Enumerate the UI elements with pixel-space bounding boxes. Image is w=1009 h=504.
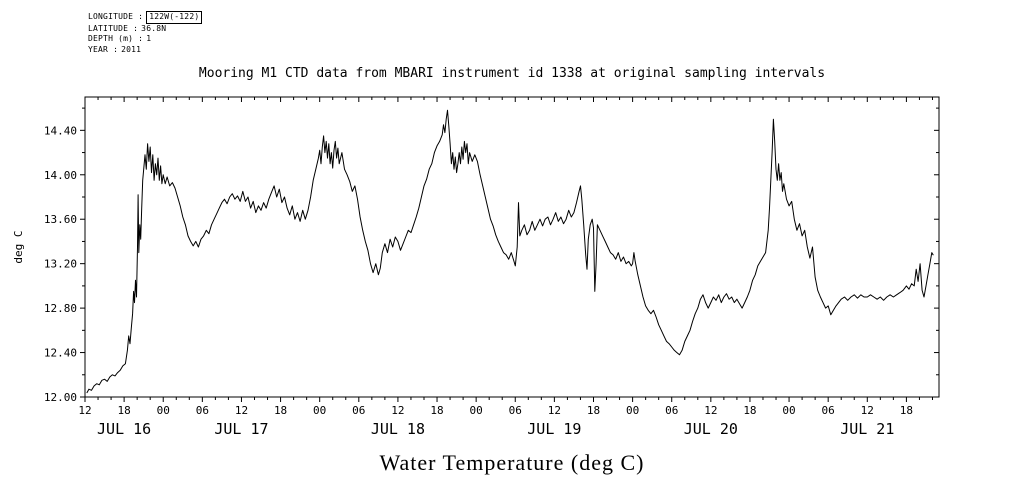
meta-longitude-value: 122W(-122) <box>146 11 203 24</box>
x-tick-label: 06 <box>352 404 365 417</box>
x-tick-label: 18 <box>430 404 443 417</box>
x-tick-label: 00 <box>470 404 483 417</box>
x-tick-label: 00 <box>782 404 795 417</box>
y-tick-label: 12.80 <box>44 302 77 315</box>
plot-frame <box>84 96 940 398</box>
x-tick-label: 00 <box>626 404 639 417</box>
meta-depth-value: 1 <box>146 34 152 43</box>
x-tick-label: 12 <box>78 404 91 417</box>
metadata-block: LONGITUDE :122W(-122) LATITUDE :36.8N DE… <box>88 11 203 56</box>
x-tick-label: 00 <box>313 404 326 417</box>
meta-longitude: LONGITUDE :122W(-122) <box>88 11 203 24</box>
meta-longitude-label: LONGITUDE : <box>88 12 144 21</box>
x-tick-label: 00 <box>157 404 170 417</box>
temperature-line <box>86 109 934 394</box>
x-tick-label: 06 <box>509 404 522 417</box>
meta-depth: DEPTH (m) :1 <box>88 34 202 45</box>
x-day-label: JUL 19 <box>527 420 581 438</box>
meta-year-label: YEAR : <box>88 44 119 54</box>
x-day-label: JUL 17 <box>214 420 268 438</box>
y-tick-label: 12.40 <box>44 347 77 360</box>
x-day-label: JUL 18 <box>371 420 425 438</box>
x-tick-label: 18 <box>743 404 756 417</box>
meta-latitude-label: LATITUDE : <box>88 23 139 33</box>
meta-year-value: 2011 <box>121 44 142 54</box>
meta-depth-label: DEPTH (m) : <box>88 34 144 43</box>
y-tick-label: 13.60 <box>44 213 77 226</box>
x-tick-label: 18 <box>900 404 913 417</box>
y-axis-title: deg C <box>12 230 25 263</box>
x-tick-label: 18 <box>587 404 600 417</box>
x-tick-label: 12 <box>861 404 874 417</box>
meta-year: YEAR :2011 <box>88 45 202 56</box>
chart-title: Mooring M1 CTD data from MBARI instrumen… <box>198 66 826 81</box>
x-day-label: JUL 16 <box>97 420 151 438</box>
x-tick-label: 06 <box>665 404 678 417</box>
y-tick-label: 13.20 <box>44 258 77 271</box>
y-tick-label: 14.00 <box>44 169 77 182</box>
x-tick-label: 12 <box>391 404 404 417</box>
x-tick-label: 12 <box>235 404 248 417</box>
meta-latitude-value: 36.8N <box>141 23 167 33</box>
x-tick-label: 12 <box>548 404 561 417</box>
x-day-label: JUL 21 <box>840 420 894 438</box>
meta-latitude: LATITUDE :36.8N <box>88 24 202 35</box>
x-tick-label: 18 <box>117 404 130 417</box>
plot-footer-title: Water Temperature (deg C) <box>379 450 645 475</box>
x-day-label: JUL 20 <box>684 420 738 438</box>
x-tick-label: 06 <box>196 404 209 417</box>
x-tick-label: 18 <box>274 404 287 417</box>
x-tick-label: 12 <box>704 404 717 417</box>
x-tick-label: 06 <box>822 404 835 417</box>
y-tick-label: 14.40 <box>44 124 77 137</box>
y-tick-label: 12.00 <box>44 391 77 404</box>
